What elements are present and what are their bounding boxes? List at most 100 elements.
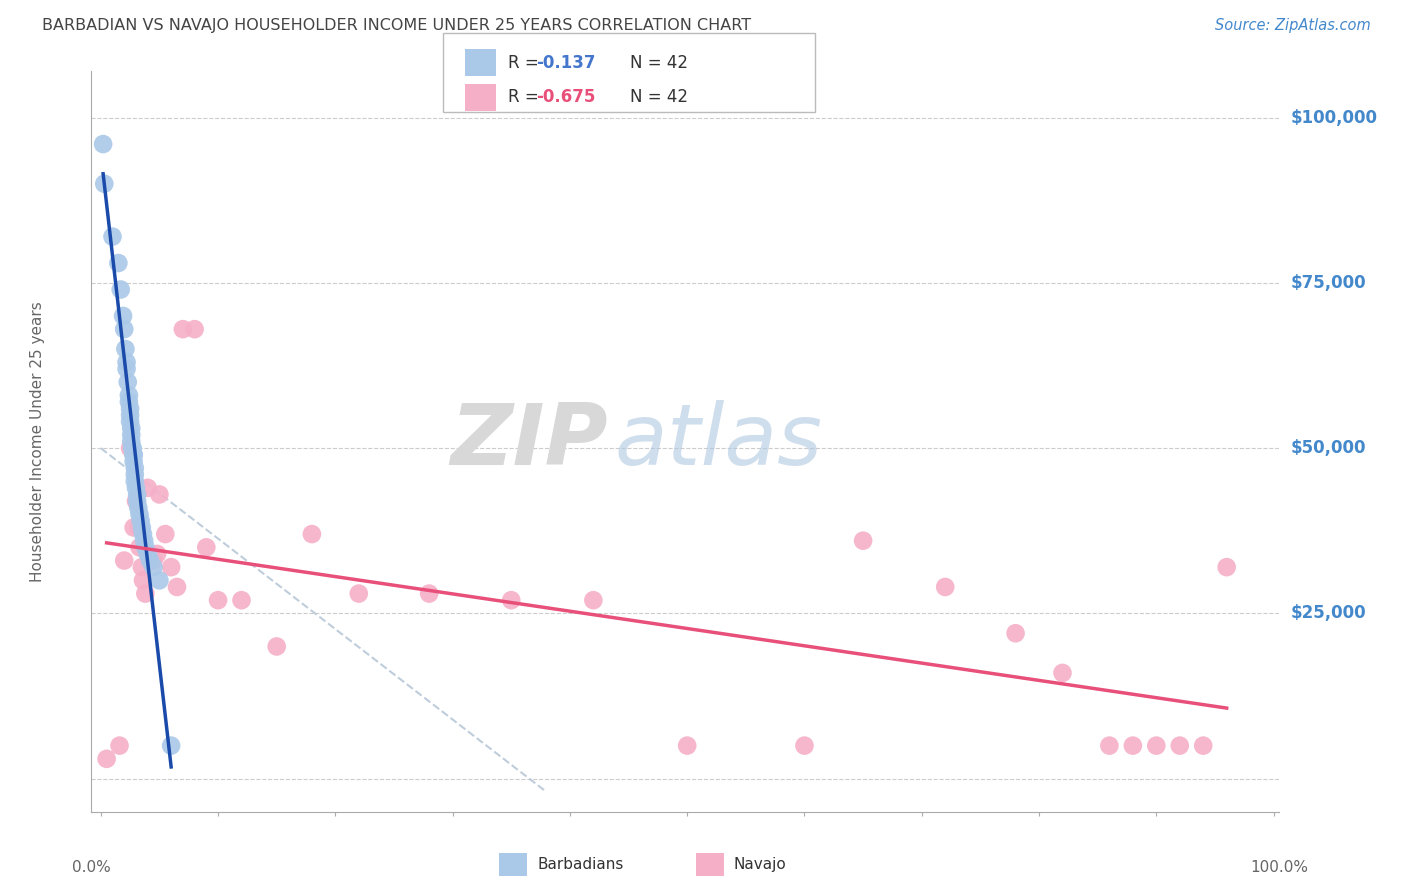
Point bbox=[134, 541, 156, 555]
Text: 0.0%: 0.0% bbox=[72, 860, 111, 875]
Point bbox=[120, 434, 142, 449]
Point bbox=[127, 500, 149, 515]
Point bbox=[207, 593, 229, 607]
Point bbox=[96, 752, 118, 766]
Point bbox=[91, 137, 114, 152]
Point bbox=[107, 256, 129, 270]
Point bbox=[131, 560, 153, 574]
Point bbox=[120, 441, 142, 455]
Point bbox=[115, 355, 138, 369]
Point bbox=[1192, 739, 1215, 753]
Point bbox=[136, 481, 159, 495]
Point bbox=[112, 553, 135, 567]
Point bbox=[142, 560, 165, 574]
Point bbox=[139, 553, 162, 567]
Point bbox=[132, 527, 155, 541]
Point bbox=[160, 560, 183, 574]
Point bbox=[160, 739, 183, 753]
Point bbox=[172, 322, 194, 336]
Point bbox=[122, 454, 145, 468]
Text: BARBADIAN VS NAVAJO HOUSEHOLDER INCOME UNDER 25 YEARS CORRELATION CHART: BARBADIAN VS NAVAJO HOUSEHOLDER INCOME U… bbox=[42, 18, 751, 33]
Point bbox=[112, 322, 135, 336]
Text: atlas: atlas bbox=[614, 400, 823, 483]
Point bbox=[676, 739, 699, 753]
Point bbox=[110, 283, 132, 297]
Point bbox=[146, 547, 169, 561]
Point bbox=[132, 574, 155, 588]
Point bbox=[1052, 665, 1074, 680]
Point bbox=[117, 375, 139, 389]
Text: Barbadians: Barbadians bbox=[537, 857, 623, 871]
Point bbox=[183, 322, 205, 336]
Text: $100,000: $100,000 bbox=[1291, 109, 1378, 127]
Point bbox=[118, 395, 141, 409]
Point bbox=[852, 533, 875, 548]
Point bbox=[101, 229, 124, 244]
Point bbox=[501, 593, 523, 607]
Text: $50,000: $50,000 bbox=[1291, 439, 1367, 458]
Point bbox=[122, 448, 145, 462]
Point bbox=[124, 474, 146, 488]
Point bbox=[582, 593, 605, 607]
Point bbox=[1004, 626, 1026, 640]
Point bbox=[124, 467, 146, 482]
Text: N = 42: N = 42 bbox=[630, 88, 688, 106]
Point bbox=[120, 408, 142, 422]
Text: Navajo: Navajo bbox=[734, 857, 787, 871]
Text: -0.675: -0.675 bbox=[536, 88, 595, 106]
Point bbox=[127, 520, 149, 534]
Point bbox=[934, 580, 956, 594]
Point bbox=[93, 177, 115, 191]
Point bbox=[120, 428, 142, 442]
Point bbox=[134, 533, 156, 548]
Point bbox=[127, 494, 149, 508]
Point bbox=[418, 586, 440, 600]
Point bbox=[142, 553, 165, 567]
Text: Householder Income Under 25 years: Householder Income Under 25 years bbox=[31, 301, 45, 582]
Point bbox=[1144, 739, 1167, 753]
Point bbox=[1122, 739, 1144, 753]
Point bbox=[120, 401, 142, 416]
Point bbox=[266, 640, 288, 654]
Point bbox=[793, 739, 815, 753]
Point bbox=[134, 586, 156, 600]
Point bbox=[122, 520, 145, 534]
Text: -0.137: -0.137 bbox=[536, 54, 595, 72]
Point bbox=[121, 441, 143, 455]
Point bbox=[125, 481, 148, 495]
Point bbox=[128, 541, 150, 555]
Point bbox=[148, 574, 170, 588]
Point bbox=[124, 461, 146, 475]
Point bbox=[115, 361, 138, 376]
Point bbox=[1098, 739, 1121, 753]
Point bbox=[118, 388, 141, 402]
Point bbox=[120, 415, 142, 429]
Point bbox=[128, 508, 150, 522]
Point bbox=[112, 309, 135, 323]
Text: $25,000: $25,000 bbox=[1291, 605, 1367, 623]
Point bbox=[136, 547, 159, 561]
Text: ZIP: ZIP bbox=[450, 400, 609, 483]
Point bbox=[1168, 739, 1191, 753]
Point bbox=[347, 586, 370, 600]
Text: R =: R = bbox=[508, 88, 544, 106]
Text: 100.0%: 100.0% bbox=[1250, 860, 1309, 875]
Point bbox=[148, 487, 170, 501]
Point bbox=[120, 421, 142, 435]
Point bbox=[155, 527, 177, 541]
Point bbox=[301, 527, 323, 541]
Point bbox=[114, 342, 136, 356]
Point bbox=[121, 441, 143, 455]
Point bbox=[127, 487, 149, 501]
Point bbox=[129, 514, 152, 528]
Text: $75,000: $75,000 bbox=[1291, 274, 1367, 292]
Point bbox=[166, 580, 188, 594]
Point bbox=[125, 494, 148, 508]
Point bbox=[122, 448, 145, 462]
Point bbox=[1215, 560, 1237, 574]
Point bbox=[195, 541, 218, 555]
Point bbox=[231, 593, 253, 607]
Point bbox=[131, 520, 153, 534]
Text: R =: R = bbox=[508, 54, 544, 72]
Point bbox=[139, 547, 162, 561]
